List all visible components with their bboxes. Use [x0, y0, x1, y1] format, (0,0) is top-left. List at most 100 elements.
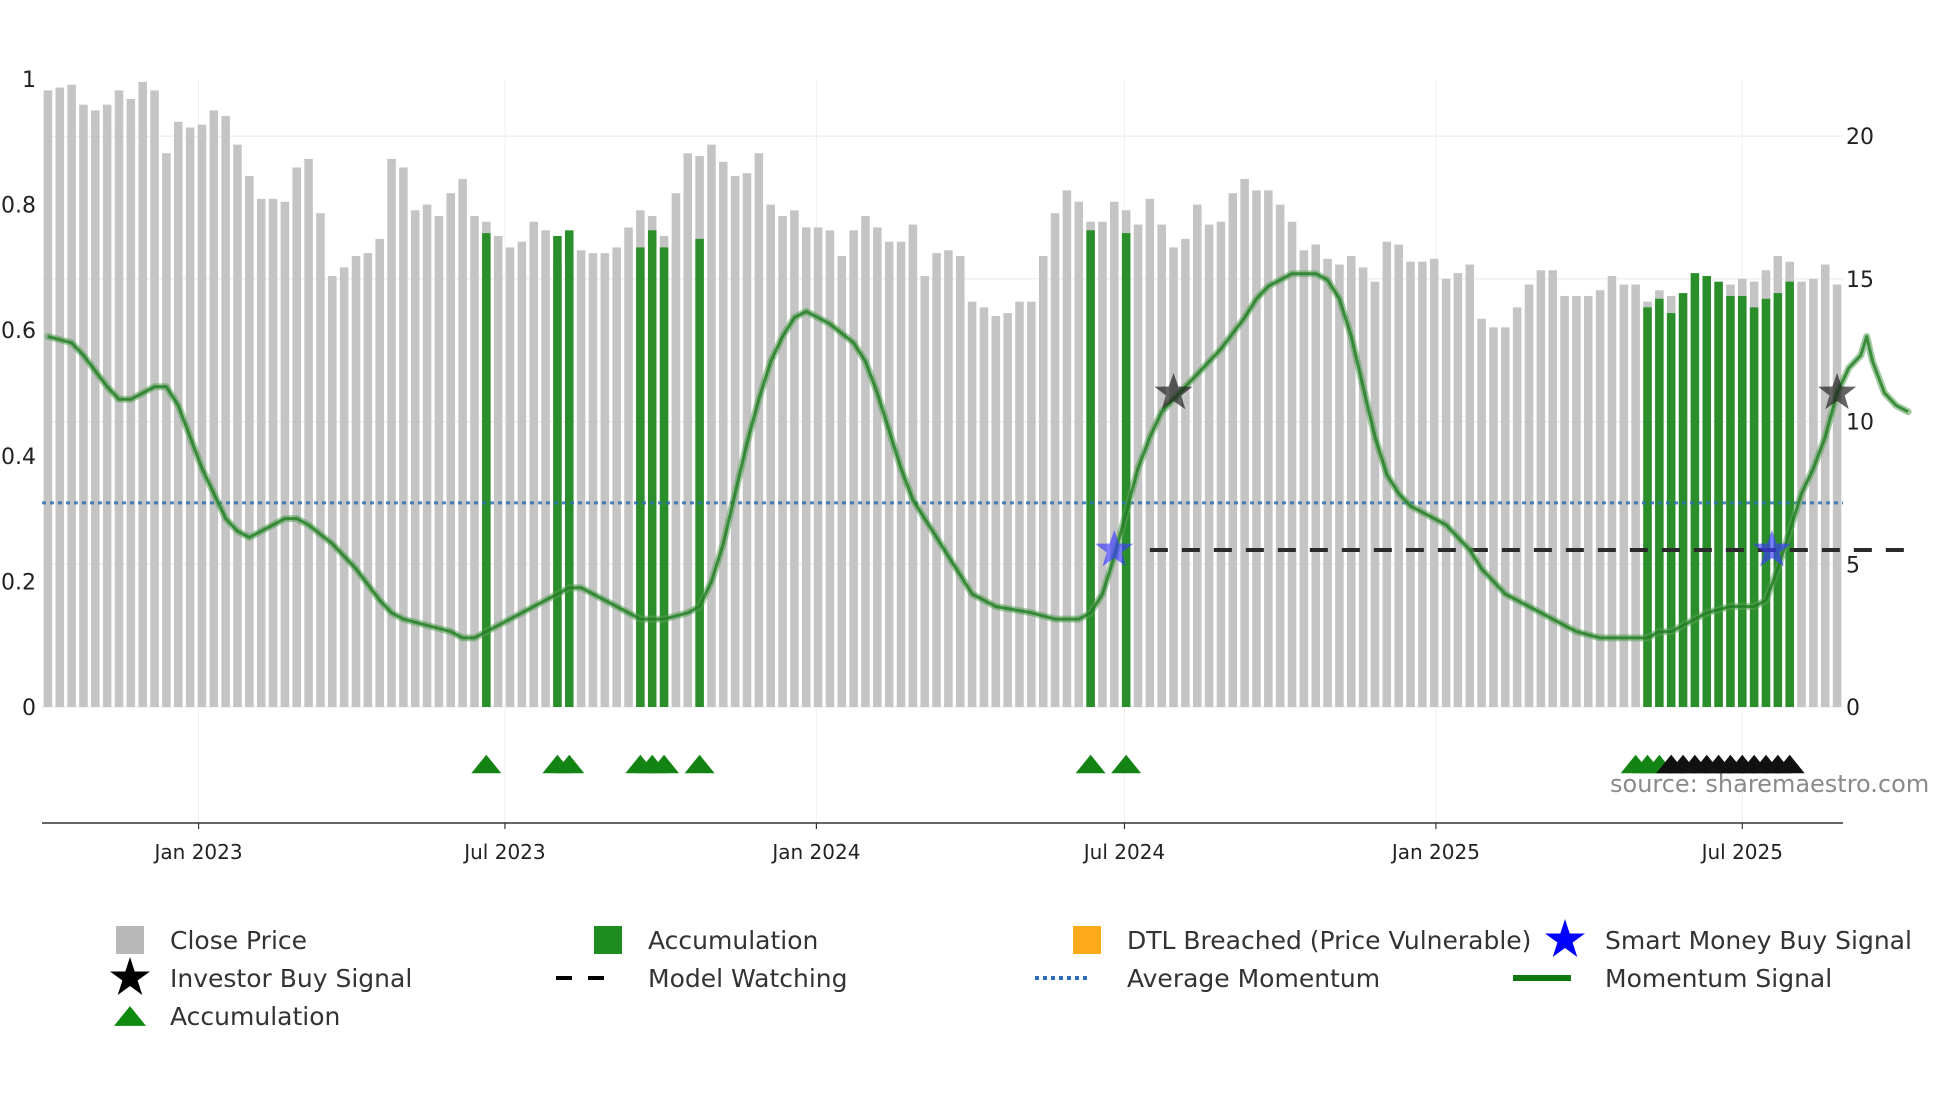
close-price-bar: [162, 153, 171, 707]
legend-item: Accumulation: [114, 1002, 340, 1031]
legend-item: Smart Money Buy Signal: [1545, 919, 1912, 957]
accumulation-marker: [471, 754, 502, 774]
right-axis-tick: 20: [1846, 125, 1874, 150]
close-price-bar: [778, 216, 787, 707]
close-price-bar: [884, 241, 894, 707]
right-axis-tick: 10: [1846, 411, 1874, 436]
legend-star-icon: [110, 957, 150, 995]
close-price-bar: [1228, 193, 1238, 707]
accumulation-marker: [684, 754, 715, 774]
close-price-bar: [956, 255, 965, 707]
momentum-signal-line: [44, 270, 1912, 642]
legend-label: Model Watching: [648, 964, 848, 993]
close-price-bar: [1536, 270, 1546, 707]
legend-label: Investor Buy Signal: [170, 964, 412, 993]
accumulation-bar: [1749, 307, 1759, 707]
close-price-bar: [280, 201, 290, 707]
legend-square-icon: [594, 926, 622, 954]
close-price-bar: [1335, 264, 1344, 707]
close-price-bar: [1477, 318, 1486, 707]
close-price-bar: [1406, 261, 1415, 707]
close-price-bar: [873, 227, 882, 707]
close-price-bar: [1157, 224, 1166, 707]
close-price-bar: [1264, 190, 1273, 707]
close-price-bar: [304, 158, 313, 708]
bottom-markers: [471, 754, 1805, 774]
close-price-bar: [683, 153, 693, 707]
close-price-bar: [1358, 267, 1368, 707]
close-price-bar: [458, 178, 467, 708]
signal-markers: [1095, 373, 1857, 567]
accumulation-bar: [1666, 313, 1676, 707]
close-price-bar: [1275, 204, 1285, 707]
close-price-bar: [719, 161, 728, 708]
left-axis-tick: 0.2: [1, 570, 36, 595]
close-price-bar: [399, 167, 408, 707]
legend-item: Average Momentum: [1035, 964, 1380, 993]
left-axis-tick: 0.8: [1, 194, 36, 219]
close-price-bar: [434, 216, 444, 707]
legend-item: Momentum Signal: [1513, 964, 1832, 993]
close-price-bar: [410, 210, 420, 708]
close-price-bar: [1548, 270, 1557, 707]
close-price-bar: [1098, 221, 1107, 707]
close-price-bar: [944, 250, 953, 708]
close-price-bar: [1216, 221, 1226, 707]
close-price-bar: [801, 227, 811, 707]
legend-item: Model Watching: [556, 964, 848, 993]
close-price-bar: [932, 253, 941, 708]
right-axis-tick: 5: [1846, 553, 1860, 578]
close-price-bar: [612, 247, 621, 707]
close-price-bar: [1809, 278, 1818, 707]
close-price-bar: [1512, 307, 1522, 707]
close-price-bar: [588, 253, 598, 708]
close-price-bar: [529, 221, 538, 707]
close-price-bar: [197, 124, 207, 707]
left-axis-tick: 0: [22, 696, 36, 721]
close-price-bar: [102, 104, 112, 707]
close-price-bar: [1607, 275, 1617, 707]
legend-item: Investor Buy Signal: [110, 957, 412, 995]
close-price-bar: [1311, 244, 1320, 707]
close-price-bar: [387, 158, 396, 708]
close-price-bar: [1299, 250, 1309, 708]
close-price-bar: [1050, 213, 1060, 707]
close-price-bar: [185, 127, 195, 707]
legend-label: Accumulation: [648, 926, 818, 955]
close-price-bar: [1619, 284, 1629, 707]
close-price-bar: [754, 153, 764, 707]
close-price-bar: [1631, 284, 1640, 707]
close-price-bar: [375, 238, 384, 707]
close-price-bar: [541, 230, 550, 708]
close-price-bar: [1169, 247, 1178, 707]
accumulation-bar: [1702, 275, 1712, 707]
close-price-bar: [671, 193, 681, 707]
close-price-bar: [55, 87, 65, 707]
legend-label: Close Price: [170, 926, 307, 955]
close-price-bar: [730, 176, 740, 707]
close-price-bar: [1441, 278, 1451, 707]
close-price-bar: [979, 307, 989, 707]
source-label: source: sharemaestro.com: [1610, 770, 1929, 798]
close-price-bar: [292, 167, 302, 707]
close-price-bar: [268, 198, 278, 707]
close-price-bar: [316, 213, 325, 707]
accumulation-bar: [695, 238, 704, 707]
left-axis-tick: 1: [22, 68, 36, 93]
close-price-bar: [1192, 204, 1202, 707]
close-price-bar: [446, 193, 456, 707]
close-price-bar: [422, 204, 432, 707]
close-price-bar: [624, 227, 633, 707]
close-price-bar: [1038, 255, 1048, 707]
accumulation-bar: [1643, 307, 1652, 707]
accumulation-marker: [1111, 754, 1142, 774]
legend-label: Accumulation: [170, 1002, 340, 1031]
accumulation-bar: [647, 230, 657, 708]
accumulation-bar: [1714, 281, 1723, 707]
close-price-bar: [576, 250, 586, 708]
close-price-bar: [1572, 295, 1581, 707]
close-price-bar: [813, 227, 823, 707]
close-price-bar: [209, 110, 219, 707]
close-price-bar: [1252, 190, 1261, 707]
close-price-bar: [1595, 290, 1605, 707]
